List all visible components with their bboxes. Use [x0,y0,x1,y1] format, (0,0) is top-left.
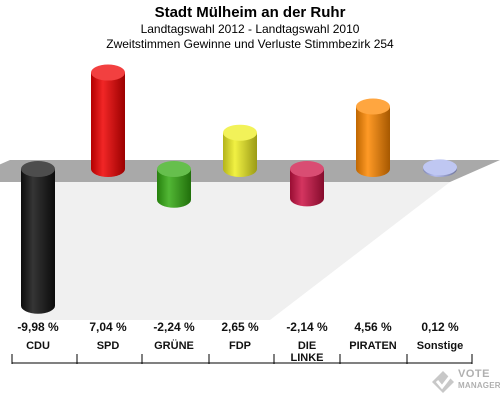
bar-fdp [223,124,257,177]
bar-spd [91,64,125,177]
category-label: SPD [97,340,120,352]
category-label: LINKE [291,352,324,364]
bar-piraten [356,98,390,177]
bar-grüne [157,161,191,208]
bar-die-linke [290,161,324,207]
category-label: CDU [26,340,50,352]
chart-subtitle-1: Landtagswahl 2012 - Landtagswahl 2010 [140,22,360,36]
category-label: GRÜNE [154,339,194,352]
logo-line-2: MANAGER [458,381,500,390]
category-label: PIRATEN [349,340,397,352]
bar-cdu [21,161,55,314]
value-label: -2,14 % [286,320,328,334]
value-label: 4,56 % [354,320,392,334]
shadow-plane [30,182,450,320]
vote-manager-logo: VOTE MANAGER [428,366,500,396]
category-label: Sonstige [417,340,463,352]
value-label: 2,65 % [221,320,259,334]
category-label: FDP [229,340,251,352]
value-label: -2,24 % [153,320,195,334]
value-label: 7,04 % [89,320,127,334]
category-label: DIE [298,340,316,352]
logo-line-1: VOTE [458,368,490,380]
ballot-check-icon [432,371,454,393]
chart-subtitle-2: Zweitstimmen Gewinne und Verluste Stimmb… [106,37,394,51]
bar-sonstige [423,159,457,177]
value-label: 0,12 % [421,320,459,334]
chart-title: Stadt Mülheim an der Ruhr [154,4,346,21]
value-label: -9,98 % [17,320,59,334]
